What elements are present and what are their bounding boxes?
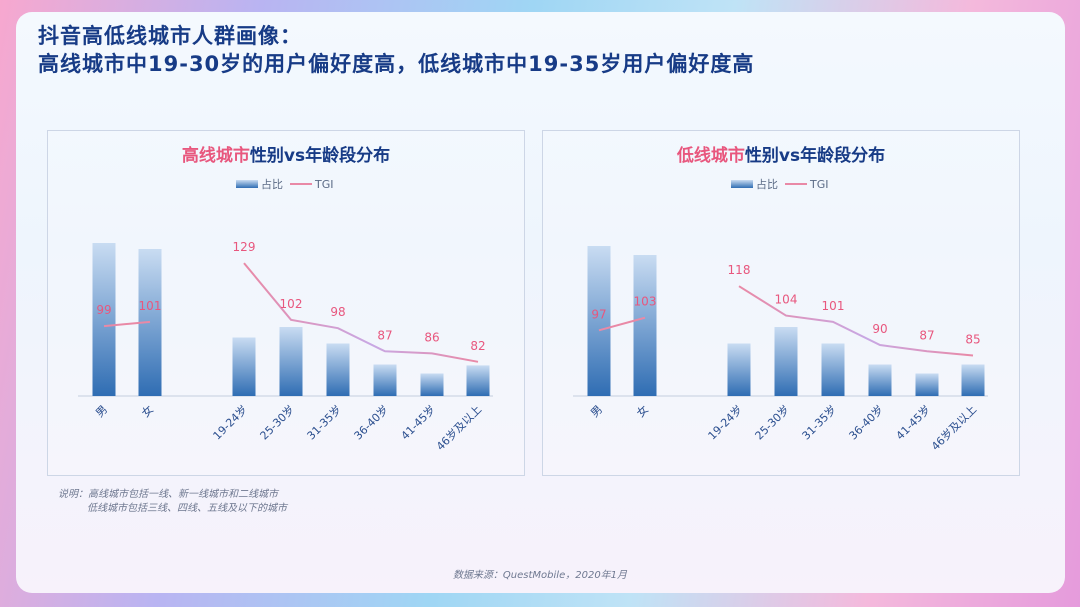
category-label-3: 25-30岁 — [257, 402, 297, 442]
legend-label-share: 占比 — [261, 177, 283, 191]
chart-panel-low-tier: 低线城市性别vs年龄段分布占比 TGI 97 103 118 104 101 90 87 85 男 女… — [542, 130, 1020, 476]
page-title-line2: 高线城市中19-30岁的用户偏好度高，低线城市中19-35岁用户偏好度高 — [38, 52, 755, 76]
bar-3 — [279, 327, 303, 396]
legend-bar-swatch — [236, 180, 258, 188]
legend-bar-swatch — [731, 180, 753, 188]
category-label-7: 46岁及以上 — [928, 402, 979, 453]
tgi-label-7: 85 — [965, 333, 980, 347]
tgi-label-1: 103 — [634, 295, 657, 309]
bar-6 — [420, 373, 444, 396]
category-label-4: 31-35岁 — [304, 402, 344, 442]
bar-0 — [92, 243, 116, 396]
tgi-label-4: 101 — [822, 299, 845, 313]
category-label-1: 女 — [633, 402, 651, 420]
tgi-label-6: 86 — [424, 330, 439, 344]
category-label-6: 41-45岁 — [893, 402, 933, 442]
category-label-3: 25-30岁 — [752, 402, 792, 442]
category-label-5: 36-40岁 — [351, 402, 391, 442]
tgi-label-0: 97 — [591, 307, 606, 321]
tgi-label-6: 87 — [919, 328, 934, 342]
category-label-0: 男 — [93, 403, 110, 420]
tgi-label-5: 87 — [377, 328, 392, 342]
tgi-line-gender — [598, 316, 646, 332]
tgi-label-2: 118 — [728, 263, 751, 277]
tgi-label-2: 129 — [233, 240, 256, 254]
bar-1 — [633, 255, 657, 396]
category-label-5: 36-40岁 — [846, 402, 886, 442]
category-label-0: 男 — [588, 403, 605, 420]
chart-panel-high-tier: 高线城市性别vs年龄段分布占比 TGI 99 101 129 102 98 87 86 82 男 女 1… — [47, 130, 525, 476]
legend-label-tgi: TGI — [809, 178, 829, 191]
bar-4 — [326, 343, 350, 396]
bar-6 — [915, 373, 939, 396]
data-source: 数据来源：QuestMobile，2020年1月 — [452, 570, 628, 581]
legend-label-share: 占比 — [756, 177, 778, 191]
bar-2 — [232, 337, 256, 396]
chart-title-highlight: 低线城市 — [676, 145, 745, 166]
content-frame — [16, 12, 1065, 593]
note-line1: 说明：高线城市包括一线、新一线城市和二线城市 — [58, 489, 278, 500]
category-label-7: 46岁及以上 — [433, 402, 484, 453]
bar-4 — [821, 343, 845, 396]
category-label-2: 19-24岁 — [705, 402, 745, 442]
tgi-line-age — [738, 285, 974, 357]
tgi-label-7: 82 — [470, 339, 485, 353]
tgi-label-3: 104 — [775, 293, 798, 307]
category-label-2: 19-24岁 — [210, 402, 250, 442]
tgi-label-4: 98 — [330, 305, 345, 319]
bar-3 — [774, 327, 798, 396]
bar-7 — [961, 364, 985, 396]
bar-7 — [466, 365, 490, 396]
bar-5 — [373, 364, 397, 396]
chart-title-rest: 性别vs年龄段分布 — [250, 145, 390, 166]
chart-title: 高线城市性别vs年龄段分布 — [182, 145, 390, 166]
legend-label-tgi: TGI — [314, 178, 334, 191]
tgi-label-3: 102 — [280, 297, 303, 311]
category-label-1: 女 — [138, 402, 156, 420]
bar-0 — [587, 246, 611, 396]
tgi-label-1: 101 — [139, 299, 162, 313]
tgi-label-5: 90 — [872, 322, 887, 336]
bar-2 — [727, 343, 751, 396]
chart-title-highlight: 高线城市 — [182, 145, 250, 166]
tgi-label-0: 99 — [96, 303, 111, 317]
category-label-4: 31-35岁 — [799, 402, 839, 442]
tgi-line-gender — [103, 320, 151, 328]
category-label-6: 41-45岁 — [398, 402, 438, 442]
chart-title: 低线城市性别vs年龄段分布 — [676, 145, 885, 166]
note-line2: 低线城市包括三线、四线、五线及以下的城市 — [87, 503, 287, 514]
bar-5 — [868, 364, 892, 396]
tgi-line-age — [243, 262, 479, 363]
page-title-line1: 抖音高低线城市人群画像： — [38, 24, 302, 48]
chart-title-rest: 性别vs年龄段分布 — [745, 145, 885, 166]
